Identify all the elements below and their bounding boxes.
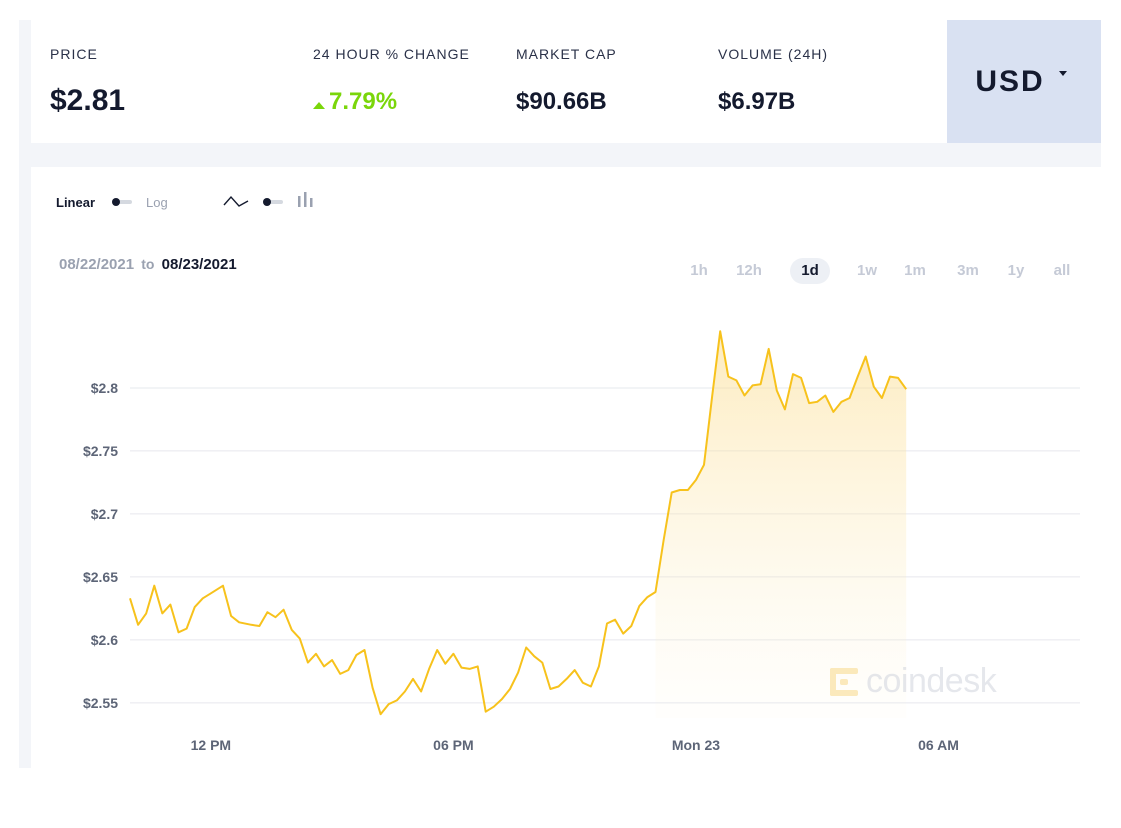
currency-label: USD <box>975 64 1045 98</box>
date-to-word: to <box>141 256 155 272</box>
change-label: 24 HOUR % CHANGE <box>313 46 470 62</box>
y-tick-label: $2.65 <box>83 569 118 585</box>
currency-dropdown[interactable]: USD <box>947 20 1101 143</box>
volume-value: $6.97B <box>718 88 796 115</box>
x-tick-label: 06 PM <box>433 737 473 753</box>
tab-1y[interactable]: 1y <box>1007 262 1025 279</box>
linear-label[interactable]: Linear <box>56 195 96 210</box>
chart-type-toggle[interactable] <box>263 198 285 206</box>
tab-1h[interactable]: 1h <box>690 262 708 279</box>
x-tick-label: 06 AM <box>918 737 959 753</box>
x-axis: 12 PM 06 PM Mon 23 06 AM <box>191 737 959 753</box>
coindesk-logo-text: coindesk <box>866 662 997 700</box>
price-value: $2.81 <box>50 84 126 117</box>
y-tick-label: $2.55 <box>83 695 118 711</box>
up-arrow-icon <box>313 101 325 109</box>
coindesk-logo: coindesk <box>830 662 997 701</box>
tab-all[interactable]: all <box>1053 262 1071 279</box>
section-divider <box>31 143 1101 167</box>
change-value: 7.79% <box>329 88 398 115</box>
range-tabs: 1h 12h 1d 1w 1m 3m 1y all <box>0 258 1121 284</box>
tab-12h[interactable]: 12h <box>736 262 762 279</box>
price-line <box>129 330 908 716</box>
y-tick-label: $2.75 <box>83 443 118 459</box>
tab-1m[interactable]: 1m <box>904 262 926 279</box>
y-axis: $2.55 $2.6 $2.65 $2.7 $2.75 $2.8 <box>83 380 118 711</box>
date-from: 08/22/2021 <box>59 256 135 273</box>
tab-3m[interactable]: 3m <box>957 262 979 279</box>
market-cap-label: MARKET CAP <box>516 46 617 62</box>
area-fill <box>655 331 907 718</box>
y-tick-label: $2.7 <box>91 506 118 522</box>
date-range: 08/22/2021 to 08/23/2021 <box>59 256 237 273</box>
left-border <box>19 20 31 768</box>
y-tick-label: $2.6 <box>91 632 118 648</box>
y-tick-label: $2.8 <box>91 380 118 396</box>
price-chart[interactable]: $2.55 $2.6 $2.65 $2.7 $2.75 $2.8 12 PM 06 PM Mo… <box>0 300 1121 770</box>
volume-label: VOLUME (24H) <box>718 46 829 62</box>
date-to: 08/23/2021 <box>161 256 237 273</box>
price-label: PRICE <box>50 46 98 62</box>
coindesk-logo-icon <box>830 667 858 696</box>
stats-bar: PRICE $2.81 24 HOUR % CHANGE 7.79% MARKE… <box>31 20 947 143</box>
chevron-down-icon <box>1058 71 1067 76</box>
tab-1w[interactable]: 1w <box>856 262 877 279</box>
tab-1d[interactable]: 1d <box>790 258 830 284</box>
x-tick-label: 12 PM <box>191 737 231 753</box>
change-value-wrap: 7.79% <box>313 88 397 116</box>
log-label[interactable]: Log <box>146 195 168 210</box>
x-tick-label: Mon 23 <box>672 737 720 753</box>
chart-gridlines <box>130 387 1080 704</box>
market-cap-value: $90.66B <box>516 88 607 115</box>
bar-chart-icon[interactable] <box>297 191 315 209</box>
scale-toggle[interactable] <box>112 198 134 206</box>
line-chart-icon[interactable] <box>223 193 249 209</box>
